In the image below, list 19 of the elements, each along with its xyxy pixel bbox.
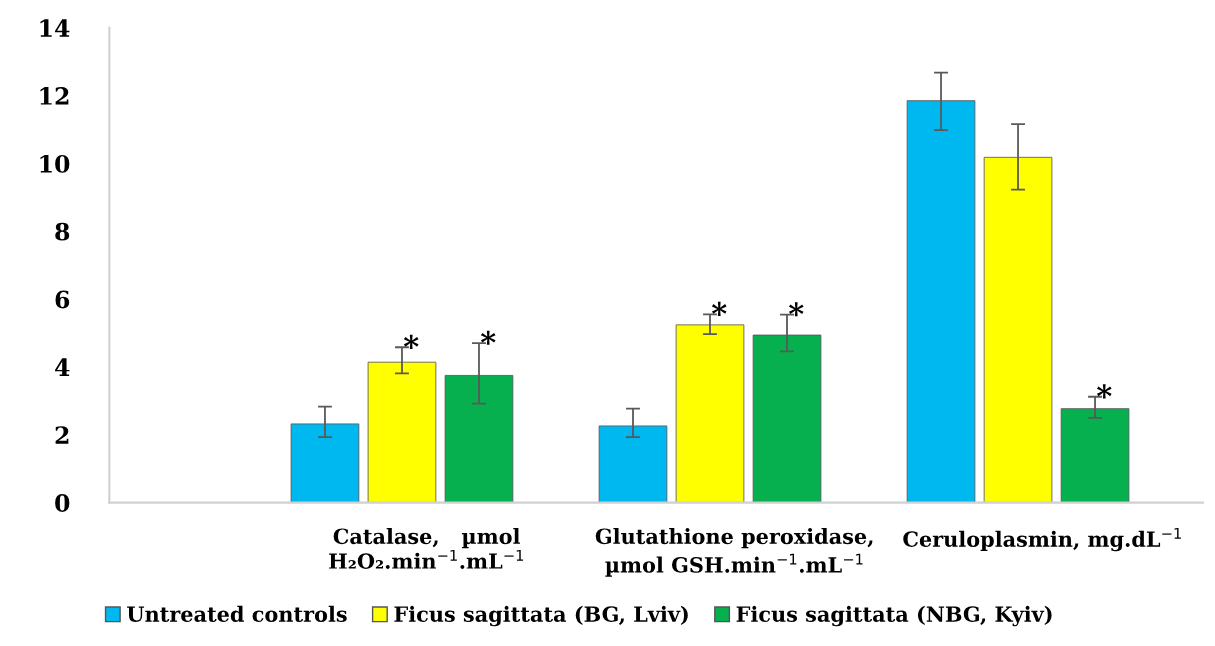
y-tick-label: 2 <box>55 426 69 444</box>
legend-label: Ficus sagittata (BG, Lviv) <box>394 605 688 627</box>
y-tick-label: 6 <box>55 290 70 309</box>
data-label: * <box>788 302 804 317</box>
y-tick-label: 14 <box>40 19 70 37</box>
x-tick-label: Catalase, µmol H₂O₂.min$^{−1}$.mL$^{−1}$ <box>329 528 524 569</box>
y-tick-label: 8 <box>55 222 70 241</box>
data-label: * <box>480 330 496 345</box>
x-tick-label: Glutathione peroxidase, µmol GSH.min$^{−1}$.mL$^{−1}$ <box>595 528 873 577</box>
y-tick-label: 4 <box>55 358 70 376</box>
y-tick-label: 12 <box>40 87 69 105</box>
x-tick-label: Ceruloplasmin, mg.dL$^{−1}$ <box>903 528 1181 552</box>
y-tick-label: 10 <box>40 154 70 173</box>
data-label: * <box>403 334 419 349</box>
data-label: * <box>1096 384 1112 399</box>
y-tick-label: 0 <box>55 494 70 512</box>
data-label: * <box>711 301 727 316</box>
legend-label: Ficus sagittata (NBG, Kyiv) <box>736 605 1052 627</box>
legend-label: Untreated controls <box>127 605 347 622</box>
